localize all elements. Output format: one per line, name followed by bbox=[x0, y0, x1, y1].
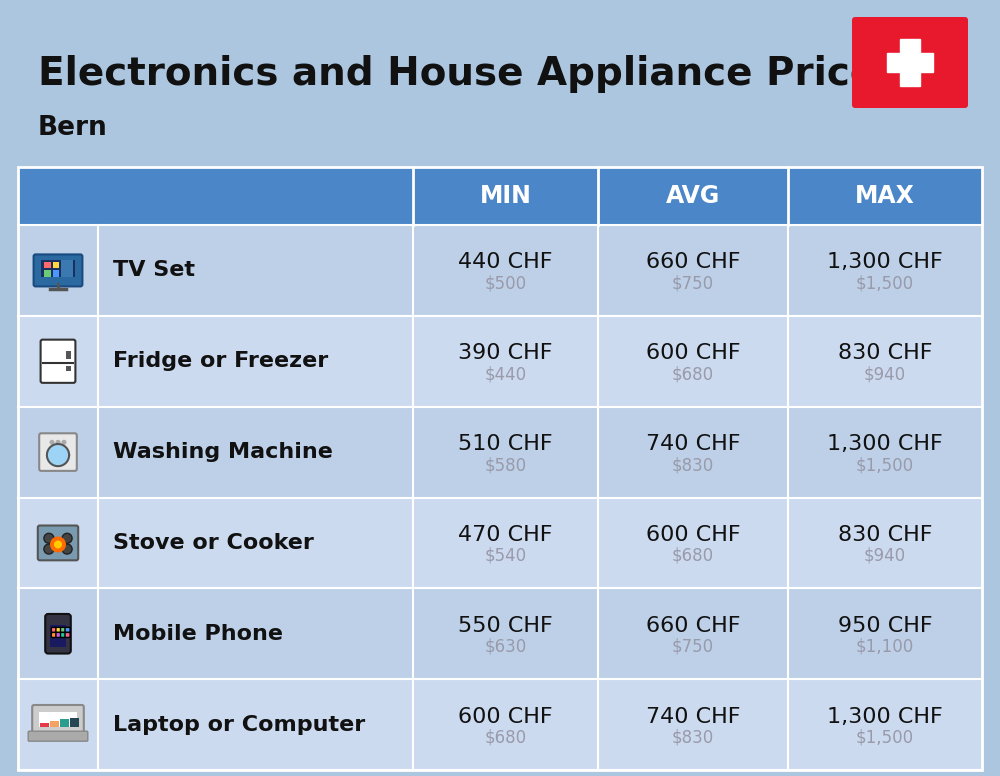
Text: 1,300 CHF: 1,300 CHF bbox=[827, 434, 943, 454]
FancyBboxPatch shape bbox=[65, 632, 70, 637]
Bar bbox=[41, 260, 75, 277]
FancyBboxPatch shape bbox=[45, 614, 71, 653]
Text: 550 CHF: 550 CHF bbox=[458, 615, 553, 636]
Text: 470 CHF: 470 CHF bbox=[458, 525, 553, 545]
Text: MAX: MAX bbox=[855, 184, 915, 208]
Text: MIN: MIN bbox=[480, 184, 531, 208]
FancyBboxPatch shape bbox=[38, 525, 78, 560]
Text: 830 CHF: 830 CHF bbox=[838, 343, 932, 363]
Text: 510 CHF: 510 CHF bbox=[458, 434, 553, 454]
Bar bbox=[900, 39, 920, 86]
Text: Electronics and House Appliance Prices: Electronics and House Appliance Prices bbox=[38, 55, 899, 93]
Text: Laptop or Computer: Laptop or Computer bbox=[113, 715, 365, 735]
Text: $440: $440 bbox=[484, 365, 527, 383]
Bar bbox=[66, 366, 71, 371]
Text: $940: $940 bbox=[864, 547, 906, 565]
Text: 950 CHF: 950 CHF bbox=[838, 615, 932, 636]
Text: 740 CHF: 740 CHF bbox=[646, 434, 740, 454]
Text: $500: $500 bbox=[484, 275, 527, 293]
Text: 600 CHF: 600 CHF bbox=[458, 707, 553, 726]
Text: $830: $830 bbox=[672, 456, 714, 474]
Bar bbox=[70, 718, 79, 727]
Circle shape bbox=[44, 544, 54, 554]
FancyBboxPatch shape bbox=[65, 627, 70, 632]
Text: 390 CHF: 390 CHF bbox=[458, 343, 553, 363]
Text: Washing Machine: Washing Machine bbox=[113, 442, 333, 462]
Circle shape bbox=[54, 540, 62, 549]
Text: 600 CHF: 600 CHF bbox=[646, 525, 740, 545]
Text: $1,500: $1,500 bbox=[856, 729, 914, 747]
FancyBboxPatch shape bbox=[39, 433, 77, 471]
Circle shape bbox=[62, 544, 72, 554]
Text: $1,500: $1,500 bbox=[856, 275, 914, 293]
Text: Mobile Phone: Mobile Phone bbox=[113, 624, 283, 644]
Bar bbox=[60, 719, 69, 727]
Bar bbox=[44, 270, 51, 277]
Bar bbox=[18, 167, 982, 225]
Text: 660 CHF: 660 CHF bbox=[646, 252, 740, 272]
Bar bbox=[50, 625, 66, 647]
Bar bbox=[887, 53, 933, 72]
Text: 1,300 CHF: 1,300 CHF bbox=[827, 252, 943, 272]
Text: Bern: Bern bbox=[38, 115, 108, 141]
Text: $680: $680 bbox=[672, 547, 714, 565]
Bar bbox=[18, 316, 982, 407]
FancyBboxPatch shape bbox=[32, 705, 84, 734]
Text: 600 CHF: 600 CHF bbox=[646, 343, 740, 363]
Text: $750: $750 bbox=[672, 638, 714, 656]
FancyBboxPatch shape bbox=[51, 627, 56, 632]
Bar bbox=[18, 167, 982, 770]
Bar bbox=[18, 679, 982, 770]
Text: $630: $630 bbox=[484, 638, 527, 656]
Circle shape bbox=[62, 440, 66, 445]
FancyBboxPatch shape bbox=[56, 627, 61, 632]
Text: $580: $580 bbox=[484, 456, 527, 474]
Circle shape bbox=[50, 536, 66, 553]
Bar bbox=[18, 407, 982, 497]
Text: 740 CHF: 740 CHF bbox=[646, 707, 740, 726]
FancyBboxPatch shape bbox=[60, 632, 66, 637]
Text: $830: $830 bbox=[672, 729, 714, 747]
Bar bbox=[66, 352, 71, 359]
Text: 1,300 CHF: 1,300 CHF bbox=[827, 707, 943, 726]
Bar bbox=[50, 721, 59, 727]
Text: $940: $940 bbox=[864, 365, 906, 383]
Bar bbox=[18, 588, 982, 679]
Circle shape bbox=[56, 440, 60, 445]
Text: $680: $680 bbox=[672, 365, 714, 383]
FancyBboxPatch shape bbox=[852, 17, 968, 108]
Circle shape bbox=[50, 440, 54, 445]
Text: $1,100: $1,100 bbox=[856, 638, 914, 656]
Bar bbox=[53, 270, 59, 277]
Bar bbox=[18, 225, 982, 316]
FancyBboxPatch shape bbox=[34, 255, 82, 286]
Text: $680: $680 bbox=[484, 729, 527, 747]
Bar bbox=[40, 722, 49, 727]
Text: 830 CHF: 830 CHF bbox=[838, 525, 932, 545]
Bar bbox=[61, 260, 73, 277]
Text: Stove or Cooker: Stove or Cooker bbox=[113, 533, 314, 553]
Circle shape bbox=[44, 533, 54, 543]
Circle shape bbox=[62, 533, 72, 543]
Text: 440 CHF: 440 CHF bbox=[458, 252, 553, 272]
Text: TV Set: TV Set bbox=[113, 261, 195, 280]
Bar bbox=[53, 262, 59, 268]
Bar bbox=[39, 712, 77, 727]
FancyBboxPatch shape bbox=[41, 340, 75, 383]
Text: Fridge or Freezer: Fridge or Freezer bbox=[113, 352, 328, 371]
FancyBboxPatch shape bbox=[28, 731, 88, 741]
Text: 660 CHF: 660 CHF bbox=[646, 615, 740, 636]
Polygon shape bbox=[47, 444, 69, 466]
Bar bbox=[44, 262, 51, 268]
Text: $540: $540 bbox=[484, 547, 527, 565]
Text: $1,500: $1,500 bbox=[856, 456, 914, 474]
Text: AVG: AVG bbox=[666, 184, 720, 208]
Text: $750: $750 bbox=[672, 275, 714, 293]
FancyBboxPatch shape bbox=[56, 632, 61, 637]
Bar bbox=[18, 497, 982, 588]
FancyBboxPatch shape bbox=[60, 627, 66, 632]
FancyBboxPatch shape bbox=[51, 632, 56, 637]
